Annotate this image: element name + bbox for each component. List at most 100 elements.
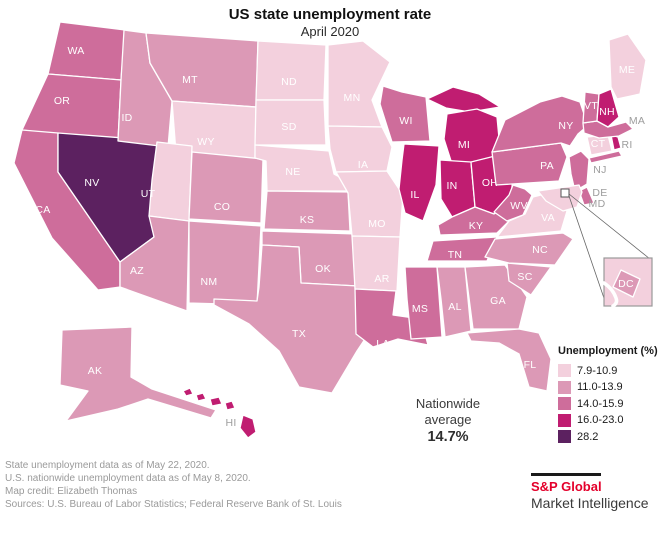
- legend-swatch: [558, 397, 571, 410]
- footnote-line: Map credit: Elizabeth Thomas: [5, 486, 138, 497]
- legend-row: 11.0-13.9: [558, 380, 660, 394]
- legend-bin-label: 16.0-23.0: [577, 414, 624, 426]
- state-HI: [182, 387, 194, 397]
- state-NY: [491, 95, 593, 153]
- state-label-MI: MI: [458, 139, 470, 151]
- state-IL: [398, 143, 440, 222]
- legend-swatch: [558, 364, 571, 377]
- state-WA: [47, 21, 126, 81]
- state-NM: [188, 220, 262, 306]
- logo-division: Market Intelligence: [531, 495, 649, 511]
- dc-source-marker: [560, 188, 570, 198]
- state-label-CA: CA: [35, 204, 50, 216]
- state-SC: [506, 262, 552, 296]
- state-label-ME: ME: [619, 64, 635, 76]
- state-HI: [195, 392, 207, 402]
- state-label-LA: LA: [376, 338, 389, 350]
- nationwide-average-value: 14.7%: [427, 429, 469, 445]
- chart-title: US state unemployment rate: [228, 6, 432, 23]
- state-label-AL: AL: [448, 301, 461, 313]
- sp-global-logo: S&P Global Market Intelligence: [531, 473, 649, 511]
- state-label-NV: NV: [84, 177, 99, 189]
- state-label-SC: SC: [517, 271, 532, 283]
- state-label-NH: NH: [599, 106, 615, 118]
- state-label-VT: VT: [584, 100, 598, 112]
- legend-swatch: [558, 430, 571, 443]
- inset-connector-line: [568, 195, 607, 305]
- state-AR: [351, 235, 401, 292]
- state-AK: [59, 326, 217, 422]
- river-icon: [602, 281, 619, 308]
- state-label-OH: OH: [482, 177, 498, 189]
- state-label-KS: KS: [300, 214, 315, 226]
- state-TX: [213, 244, 372, 394]
- state-MI: [443, 108, 501, 165]
- state-label-TX: TX: [292, 328, 306, 340]
- state-label-OR: OR: [54, 95, 70, 107]
- state-label-NY: NY: [558, 120, 573, 132]
- legend-row: 14.0-15.9: [558, 397, 660, 410]
- state-label-KY: KY: [469, 220, 484, 232]
- legend-row: 7.9-10.9: [558, 364, 660, 377]
- state-label-ND: ND: [281, 76, 297, 88]
- state-label-AZ: AZ: [130, 265, 144, 277]
- state-HI: [209, 396, 223, 407]
- state-label-GA: GA: [490, 295, 506, 307]
- state-label-TN: TN: [448, 249, 463, 261]
- state-label-ID: ID: [121, 112, 132, 124]
- legend-row: 16.0-23.0: [558, 413, 660, 427]
- state-label-NJ: NJ: [593, 164, 606, 176]
- state-label-UT: UT: [141, 188, 156, 200]
- state-label-PA: PA: [540, 160, 554, 172]
- state-label-HI: HI: [225, 417, 236, 429]
- state-WV: [493, 184, 533, 222]
- state-label-DE: DE: [592, 187, 607, 199]
- state-label-WY: WY: [197, 136, 215, 148]
- state-label-MD: MD: [589, 198, 606, 210]
- state-label-MA: MA: [629, 115, 645, 127]
- state-CO: [188, 151, 264, 224]
- state-label-MS: MS: [412, 303, 428, 315]
- legend-bin-label: 14.0-15.9: [577, 397, 624, 410]
- state-label-FL: FL: [524, 359, 537, 371]
- state-label-OK: OK: [315, 263, 331, 275]
- state-label-MT: MT: [182, 74, 198, 86]
- legend-title: Unemployment (%): [558, 345, 658, 357]
- state-label-CO: CO: [214, 201, 230, 213]
- footnote-line: Sources: U.S. Bureau of Labor Statistics…: [5, 499, 342, 510]
- state-label-MN: MN: [344, 92, 361, 104]
- legend-bin-label: 7.9-10.9: [577, 364, 618, 377]
- state-MI: [426, 86, 501, 113]
- state-NJ: [568, 150, 590, 192]
- chart-subtitle: April 2020: [300, 24, 360, 39]
- state-label-DC: DC: [618, 278, 634, 290]
- legend-bin-label: 28.2: [577, 430, 599, 443]
- legend: Unemployment (%) 7.9-10.9 11.0-13.9 14.0-1…: [558, 345, 660, 447]
- footnote-line: State unemployment data as of May 22, 20…: [5, 460, 210, 471]
- inset-connector-line: [568, 193, 651, 260]
- state-ME: [608, 33, 647, 100]
- state-NC: [484, 232, 574, 266]
- state-WI: [379, 85, 431, 143]
- nationwide-average-annotation: Nationwide average 14.7%: [393, 396, 503, 445]
- state-label-AR: AR: [374, 273, 389, 285]
- states-layer: WA OR CA NV ID MT WY UT AZ NM CO ND SD NE KS OK TX MN IA MO…: [13, 21, 647, 439]
- state-UT: [148, 141, 193, 222]
- legend-swatch: [558, 413, 571, 427]
- logo-brand: S&P Global: [531, 479, 602, 494]
- state-MD: [537, 184, 583, 212]
- state-DE: [578, 186, 595, 206]
- footnotes: State unemployment data as of May 22, 20…: [5, 459, 342, 511]
- state-NY: [588, 150, 623, 164]
- state-label-IN: IN: [446, 180, 457, 192]
- annotation-line: Nationwide: [415, 396, 481, 411]
- state-label-WA: WA: [67, 45, 84, 57]
- state-FL: [466, 328, 552, 392]
- state-AL: [436, 266, 472, 338]
- legend-rows: 7.9-10.9 11.0-13.9 14.0-15.9 16.0-23.0 28.2: [558, 364, 660, 443]
- state-SD: [254, 99, 327, 146]
- state-ND: [255, 40, 327, 101]
- dc-inset: DC: [560, 188, 653, 308]
